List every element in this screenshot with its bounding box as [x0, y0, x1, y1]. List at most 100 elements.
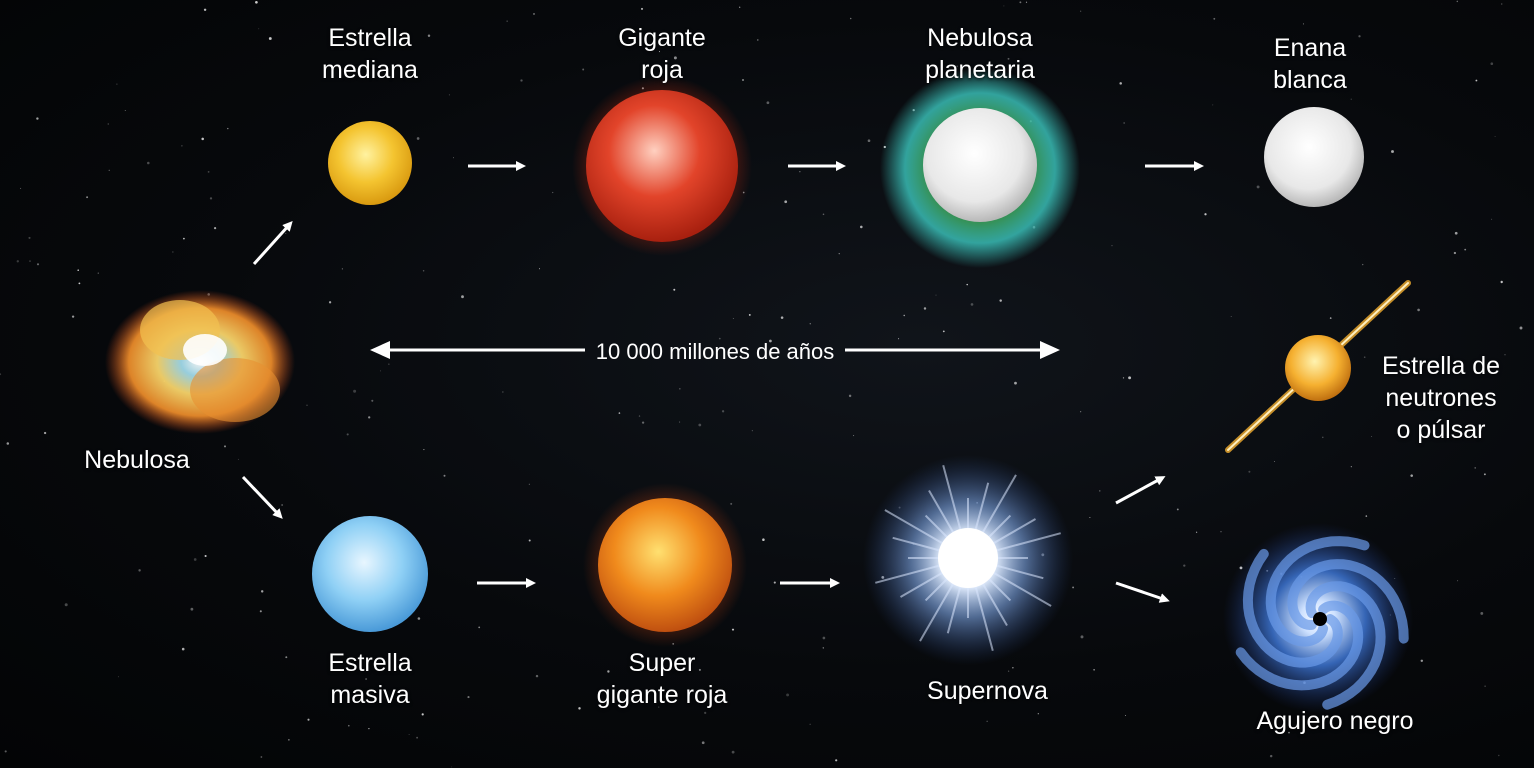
label-nebula: Nebulosa	[84, 446, 190, 474]
background-star	[237, 458, 239, 460]
background-star	[640, 7, 644, 10]
background-star	[986, 720, 988, 722]
background-star	[739, 6, 741, 8]
timeline-arrow	[370, 341, 1060, 359]
background-star	[809, 323, 811, 325]
background-star	[224, 445, 226, 448]
background-star	[422, 270, 425, 272]
background-star	[533, 13, 535, 15]
background-star	[285, 656, 288, 659]
background-star	[408, 734, 410, 735]
background-star	[1007, 670, 1010, 672]
background-star	[1007, 57, 1010, 60]
background-star	[1003, 5, 1005, 7]
neutron-star-illustration	[1225, 280, 1411, 453]
background-star	[1498, 754, 1500, 757]
background-star	[1019, 1, 1022, 4]
background-star	[731, 628, 735, 631]
background-star	[641, 421, 645, 424]
background-star	[346, 433, 349, 436]
background-star	[935, 294, 937, 296]
background-star	[268, 37, 272, 40]
background-star	[108, 169, 110, 171]
background-star	[689, 662, 692, 665]
background-star	[124, 109, 126, 112]
background-star	[1483, 473, 1486, 476]
background-star	[36, 117, 39, 120]
background-star	[1322, 436, 1324, 439]
massive-star-illustration	[312, 516, 428, 632]
background-star	[190, 607, 194, 611]
background-star	[1500, 280, 1503, 284]
background-star	[528, 539, 531, 542]
background-star	[117, 676, 119, 678]
background-star	[306, 404, 308, 407]
background-star	[1504, 354, 1506, 356]
background-star	[452, 157, 454, 159]
background-star	[29, 260, 31, 262]
background-star	[822, 647, 824, 649]
background-star	[203, 8, 207, 12]
background-star	[172, 251, 174, 253]
label-red-giant: Gigante roja	[618, 24, 706, 84]
background-star	[260, 590, 264, 593]
background-star	[0, 373, 2, 376]
background-star	[1365, 515, 1368, 517]
background-star	[539, 268, 540, 270]
background-star	[1350, 98, 1352, 100]
background-star	[204, 554, 207, 558]
background-star	[4, 750, 7, 753]
background-star	[757, 39, 759, 41]
background-star	[209, 197, 213, 200]
background-star	[698, 668, 701, 671]
background-star	[285, 233, 287, 234]
background-star	[730, 502, 733, 505]
background-star	[942, 330, 945, 333]
background-star	[461, 295, 464, 299]
background-star	[64, 603, 68, 607]
background-star	[956, 65, 959, 68]
background-star	[1471, 394, 1473, 396]
background-star	[258, 28, 260, 30]
background-star	[421, 713, 424, 716]
background-star	[966, 283, 968, 286]
background-star	[1484, 685, 1486, 687]
label-white-dwarf: Enana blanca	[1273, 34, 1347, 94]
background-star	[718, 337, 721, 340]
background-star	[1410, 474, 1413, 477]
background-star	[1176, 508, 1179, 511]
background-star	[28, 236, 31, 239]
background-star	[281, 504, 283, 506]
background-star	[138, 569, 141, 572]
label-average-star: Estrella mediana	[322, 24, 418, 84]
background-star	[227, 127, 229, 130]
red-giant-illustration	[572, 76, 752, 256]
background-star	[1080, 10, 1082, 12]
background-star	[78, 282, 81, 285]
background-star	[799, 171, 801, 173]
background-star	[427, 34, 431, 37]
background-star	[1089, 517, 1091, 518]
background-star	[451, 766, 453, 768]
background-star	[1220, 531, 1222, 533]
background-star	[1099, 490, 1101, 492]
arrow-nebula-to-average	[252, 221, 293, 266]
background-star	[502, 391, 504, 393]
background-star	[1363, 356, 1366, 359]
background-star	[923, 307, 927, 310]
background-star	[658, 706, 660, 708]
background-star	[1093, 669, 1095, 671]
background-star	[1490, 62, 1494, 66]
background-star	[368, 416, 371, 419]
background-star	[658, 51, 661, 53]
background-star	[1359, 727, 1362, 729]
background-star	[732, 318, 734, 319]
background-star	[835, 759, 838, 762]
background-star	[1111, 245, 1113, 247]
background-star	[784, 200, 788, 204]
arrow-supernova-to-blackhole	[1115, 581, 1170, 603]
background-star	[1012, 667, 1014, 669]
background-star	[838, 253, 840, 255]
background-star	[1464, 248, 1467, 251]
background-star	[379, 370, 381, 372]
